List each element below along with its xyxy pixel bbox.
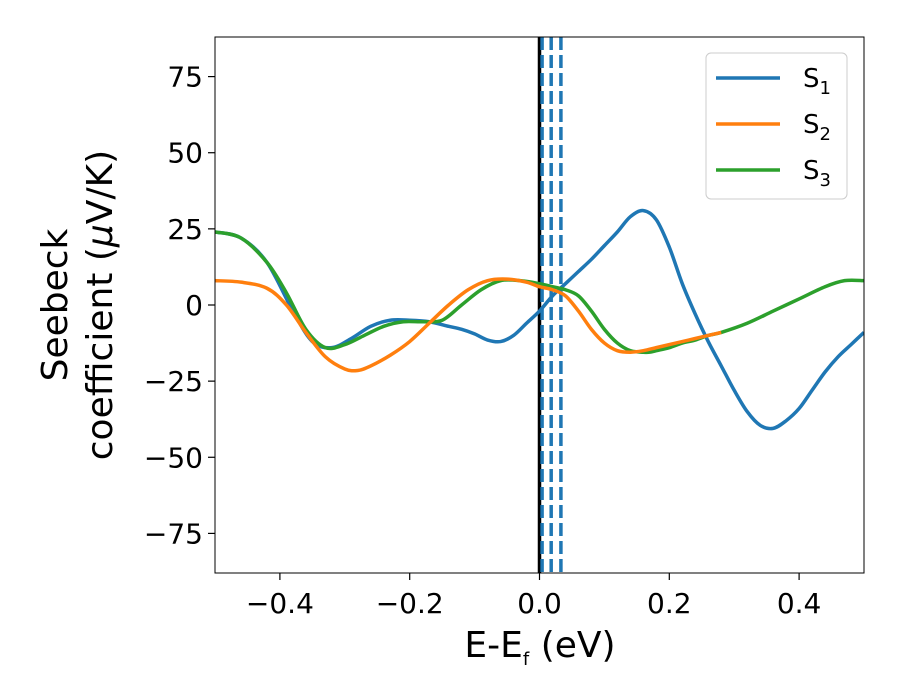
series-line-s2 [215, 277, 722, 373]
plot-area [215, 37, 864, 573]
y-tick-label: 75 [167, 61, 203, 94]
x-tick-label: 0.4 [777, 587, 822, 620]
x-tick-label: −0.2 [376, 587, 444, 620]
x-tick-label: 0.2 [647, 587, 692, 620]
y-tick-label: −75 [144, 517, 203, 550]
y-axis-label-line2: coefficient (μV/K) [80, 150, 121, 460]
x-axis: −0.4 −0.2 0.0 0.2 0.4 [246, 573, 821, 620]
x-tick-label: 0.0 [517, 587, 562, 620]
y-axis-label-line1: Seebeck [35, 228, 76, 381]
legend-box [705, 52, 848, 200]
legend-label-s1: S1 [803, 64, 831, 99]
y-tick-label: −50 [144, 441, 203, 474]
legend-label-s2: S2 [803, 110, 831, 145]
legend-label-s3: S3 [803, 156, 831, 191]
y-tick-label: −25 [144, 365, 203, 398]
x-tick-label: −0.4 [246, 587, 314, 620]
y-tick-label: 25 [167, 213, 203, 246]
x-axis-label: E-Ef (eV) [464, 625, 615, 670]
series-line-s1 [215, 208, 864, 431]
y-tick-label: 0 [185, 289, 203, 322]
y-axis: −75 −50 −25 0 25 50 75 [144, 61, 215, 550]
y-tick-label: 50 [167, 137, 203, 170]
legend: S1 S2 S3 [705, 52, 848, 200]
